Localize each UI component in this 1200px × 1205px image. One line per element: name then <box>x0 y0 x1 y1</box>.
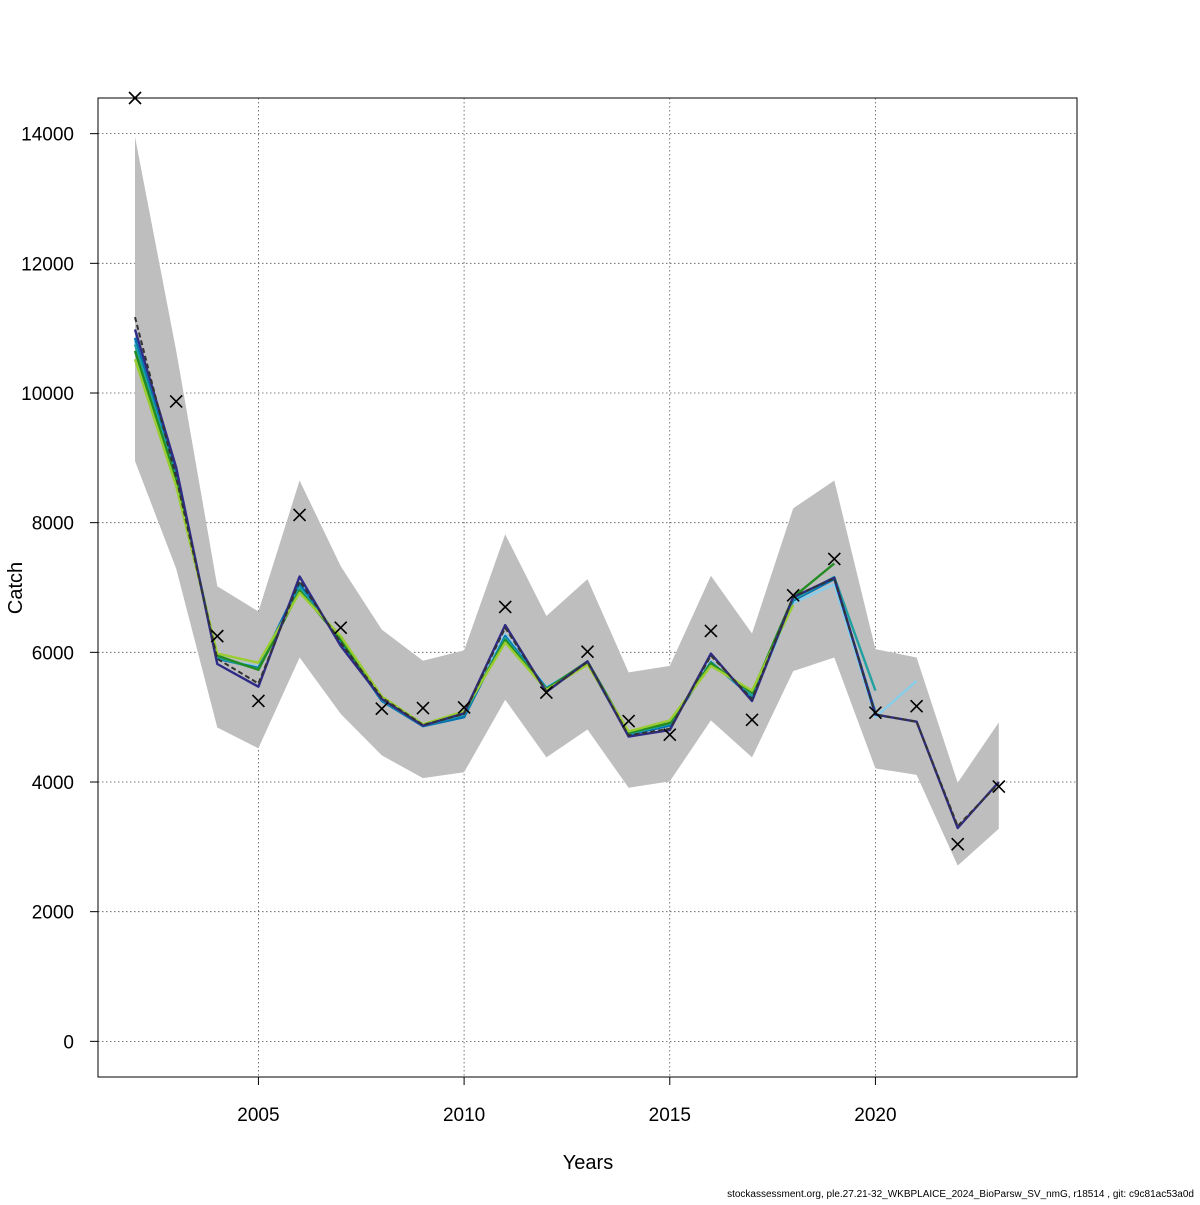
observed-point <box>169 394 183 408</box>
observed-point <box>334 621 348 635</box>
series-line-6 <box>133 329 1000 830</box>
footer-note: stockassessment.org, ple.27.21-32_WKBPLA… <box>727 1189 1194 1200</box>
observed-point <box>827 552 841 566</box>
y-tick-label: 14000 <box>21 125 74 146</box>
x-tick-label: 2020 <box>854 1105 896 1126</box>
y-tick-label: 6000 <box>32 643 74 664</box>
x-tick-label: 2015 <box>649 1105 691 1126</box>
y-axis: 0 2000 4000 6000 8000 10000 12000 14000 <box>21 125 98 1053</box>
confidence-band <box>135 136 999 866</box>
confidence-band-layer <box>135 136 999 866</box>
observed-point <box>375 702 389 716</box>
observed-point <box>786 588 800 602</box>
y-tick-label: 12000 <box>21 254 74 275</box>
x-tick-label: 2010 <box>443 1105 485 1126</box>
plot-frame <box>97 97 1078 1078</box>
x-tick-label: 2005 <box>237 1105 279 1126</box>
y-tick-label: 2000 <box>32 903 74 924</box>
observed-point <box>622 714 636 728</box>
y-axis-title: Catch <box>5 562 27 614</box>
observed-point <box>992 779 1006 794</box>
observed-points-layer <box>128 91 1006 851</box>
observed-point <box>457 700 471 715</box>
observed-point <box>745 713 759 727</box>
observed-point <box>951 837 965 851</box>
observed-point <box>704 624 718 638</box>
y-tick-label: 4000 <box>32 773 74 794</box>
x-axis: 2005 2010 2015 2020 <box>237 1077 897 1126</box>
observed-point <box>868 706 883 720</box>
observed-point <box>580 645 595 659</box>
observed-point <box>210 629 224 643</box>
y-tick-label: 0 <box>63 1032 74 1053</box>
y-tick-label: 10000 <box>21 384 74 405</box>
observed-point <box>539 685 553 700</box>
y-tick-label: 8000 <box>32 514 74 535</box>
observed-point <box>910 699 924 713</box>
observed-point <box>663 728 677 742</box>
x-axis-title: Years <box>563 1152 613 1174</box>
observed-point <box>416 701 430 715</box>
series-lines-layer <box>133 316 1000 830</box>
observed-point <box>498 600 512 614</box>
observed-point <box>292 508 307 522</box>
observed-point <box>251 694 265 708</box>
